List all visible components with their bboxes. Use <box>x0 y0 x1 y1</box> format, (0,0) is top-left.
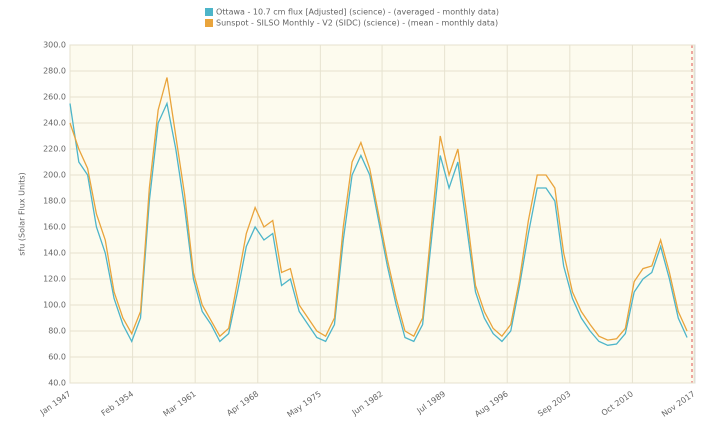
legend-label: Ottawa - 10.7 cm flux [Adjusted] (scienc… <box>216 8 499 17</box>
x-tick-label: Apr 1968 <box>225 389 260 417</box>
legend-swatch <box>205 8 213 16</box>
series-line <box>69 77 688 341</box>
x-tick-label: Sep 2003 <box>536 389 572 418</box>
y-tick-label: 80.0 <box>48 327 66 336</box>
x-tick-label: Oct 2010 <box>600 389 635 417</box>
x-tick-label: Nov 2017 <box>660 389 697 418</box>
x-tick-label: Jul 1989 <box>415 389 448 416</box>
x-tick-label: Jun 1982 <box>350 389 385 417</box>
y-tick-label: 300.0 <box>43 41 66 50</box>
y-tick-label: 100.0 <box>43 301 66 310</box>
x-tick-label: Mar 1961 <box>161 389 197 418</box>
y-tick-label: 200.0 <box>43 171 66 180</box>
series-line <box>69 101 688 346</box>
y-tick-label: 180.0 <box>43 197 66 206</box>
x-tick-label: Jan 1947 <box>38 389 73 417</box>
x-tick-label: May 1975 <box>285 389 322 419</box>
y-tick-label: 220.0 <box>43 145 66 154</box>
y-tick-label: 40.0 <box>48 379 66 388</box>
y-tick-label: 120.0 <box>43 275 66 284</box>
y-axis-label: sfu (Solar Flux Units) <box>18 172 27 255</box>
y-tick-label: 60.0 <box>48 353 66 362</box>
y-tick-label: 280.0 <box>43 67 66 76</box>
y-tick-label: 260.0 <box>43 93 66 102</box>
y-tick-label: 160.0 <box>43 223 66 232</box>
y-tick-label: 240.0 <box>43 119 66 128</box>
y-tick-label: 140.0 <box>43 249 66 258</box>
x-tick-label: Feb 1954 <box>100 389 136 418</box>
x-tick-label: Aug 1996 <box>473 389 510 418</box>
legend-label: Sunspot - SILSO Monthly - V2 (SIDC) (sci… <box>216 19 498 28</box>
legend-swatch <box>205 19 213 27</box>
